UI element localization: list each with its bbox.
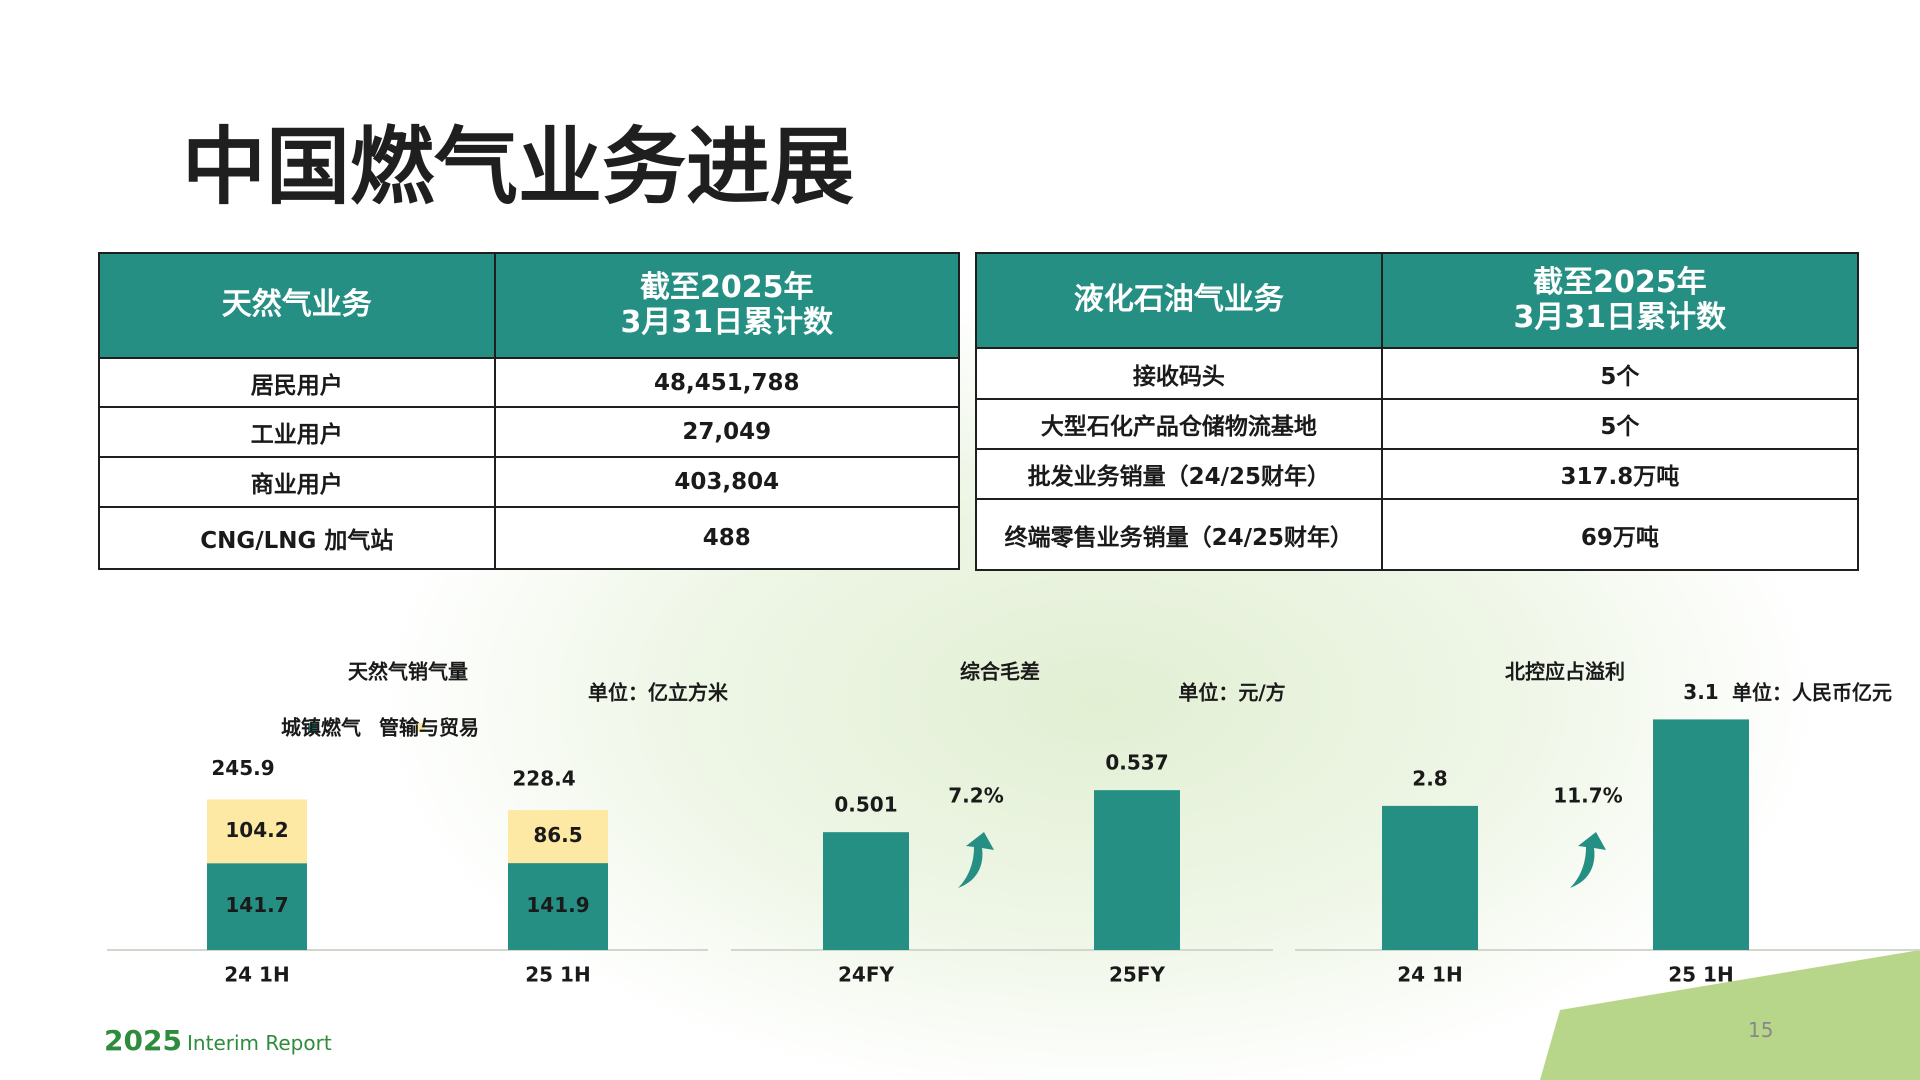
gas-table: 天然气业务 截至2025年 3月31日累计数 居民用户 48,451,788 工业用户 2…	[98, 252, 961, 570]
row: 商业用户 403,804	[98, 456, 961, 508]
legend-label: 城镇燃气	[281, 716, 361, 740]
chart-title: 天然气销气量	[348, 660, 468, 684]
chart-title: 北控应占溢利	[1505, 660, 1625, 684]
bar-segment	[508, 863, 608, 950]
cell: 488	[493, 506, 961, 570]
header-cell: 液化石油气业务	[975, 252, 1383, 349]
segment-label: 104.2	[225, 818, 288, 842]
total-label: 245.9	[211, 756, 274, 780]
cell: 终端零售业务销量（24/25财年）	[975, 498, 1383, 571]
lpg-table: 液化石油气业务 截至2025年 3月31日累计数 接收码头 5个 大型石化产品仓储物流基…	[975, 252, 1860, 571]
cell: 居民用户	[98, 357, 496, 408]
growth-arrow	[958, 832, 994, 888]
header-row: 天然气业务 截至2025年 3月31日累计数	[98, 252, 961, 359]
cell: 批发业务销量（24/25财年）	[975, 448, 1383, 500]
x-tick-label: 25 1H	[1668, 963, 1733, 987]
bar	[823, 832, 909, 950]
legend-swatch	[416, 723, 425, 732]
cell: 5个	[1380, 347, 1860, 400]
footer: 2025 Interim Report	[104, 1024, 332, 1057]
segment-label: 141.7	[225, 893, 288, 917]
cell: 48,451,788	[493, 357, 961, 408]
cell: 27,049	[493, 406, 961, 458]
cell: CNG/LNG 加气站	[98, 506, 496, 570]
row: 居民用户 48,451,788	[98, 357, 961, 408]
cell: 69万吨	[1380, 498, 1860, 571]
row: 大型石化产品仓储物流基地 5个	[975, 398, 1860, 450]
segment-label: 141.9	[526, 893, 589, 917]
header-row: 液化石油气业务 截至2025年 3月31日累计数	[975, 252, 1860, 349]
total-label: 228.4	[512, 767, 575, 791]
header-cell: 截至2025年 3月31日累计数	[493, 252, 961, 359]
growth-label: 7.2%	[948, 784, 1003, 808]
x-tick-label: 24FY	[838, 963, 894, 987]
value-label: 2.8	[1412, 766, 1447, 790]
cell: 工业用户	[98, 406, 496, 458]
row: 批发业务销量（24/25财年） 317.8万吨	[975, 448, 1860, 500]
x-tick-label: 25FY	[1109, 963, 1165, 987]
header-cell: 天然气业务	[98, 252, 496, 359]
cell: 5个	[1380, 398, 1860, 450]
segment-label: 86.5	[533, 823, 582, 847]
row: 接收码头 5个	[975, 347, 1860, 400]
unit-label: 单位：人民币亿元	[1732, 681, 1892, 705]
value-label: 0.501	[834, 793, 897, 817]
growth-label: 11.7%	[1553, 784, 1622, 808]
value-label: 3.1	[1683, 680, 1718, 704]
cell: 接收码头	[975, 347, 1383, 400]
cell: 317.8万吨	[1380, 448, 1860, 500]
slide-title: 中国燃气业务进展	[182, 118, 855, 216]
footer-report: Interim Report	[187, 1031, 332, 1055]
header-cell: 截至2025年 3月31日累计数	[1380, 252, 1860, 349]
x-tick-label: 24 1H	[1397, 963, 1462, 987]
x-tick-label: 25 1H	[525, 963, 590, 987]
row: 终端零售业务销量（24/25财年） 69万吨	[975, 498, 1860, 571]
cell: 403,804	[493, 456, 961, 508]
chart-title: 综合毛差	[960, 660, 1040, 684]
ground-deco	[1540, 950, 1920, 1080]
legend-label: 管输与贸易	[379, 716, 479, 740]
value-label: 0.537	[1105, 751, 1168, 775]
growth-arrow	[1570, 832, 1606, 888]
bar-segment	[207, 863, 307, 950]
page-number: 15	[1748, 1018, 1774, 1042]
unit-label: 单位：亿立方米	[588, 681, 729, 705]
footer-year: 2025	[104, 1024, 182, 1057]
legend-swatch	[308, 723, 317, 732]
row: 工业用户 27,049	[98, 406, 961, 458]
row: CNG/LNG 加气站 488	[98, 506, 961, 570]
bar	[1653, 719, 1749, 950]
bar	[1382, 805, 1478, 950]
bar	[1094, 790, 1180, 950]
cell: 大型石化产品仓储物流基地	[975, 398, 1383, 450]
bar-segment	[207, 799, 307, 864]
unit-label: 单位：元/方	[1178, 681, 1285, 705]
x-tick-label: 24 1H	[224, 963, 289, 987]
bar-segment	[508, 810, 608, 864]
cell: 商业用户	[98, 456, 496, 508]
